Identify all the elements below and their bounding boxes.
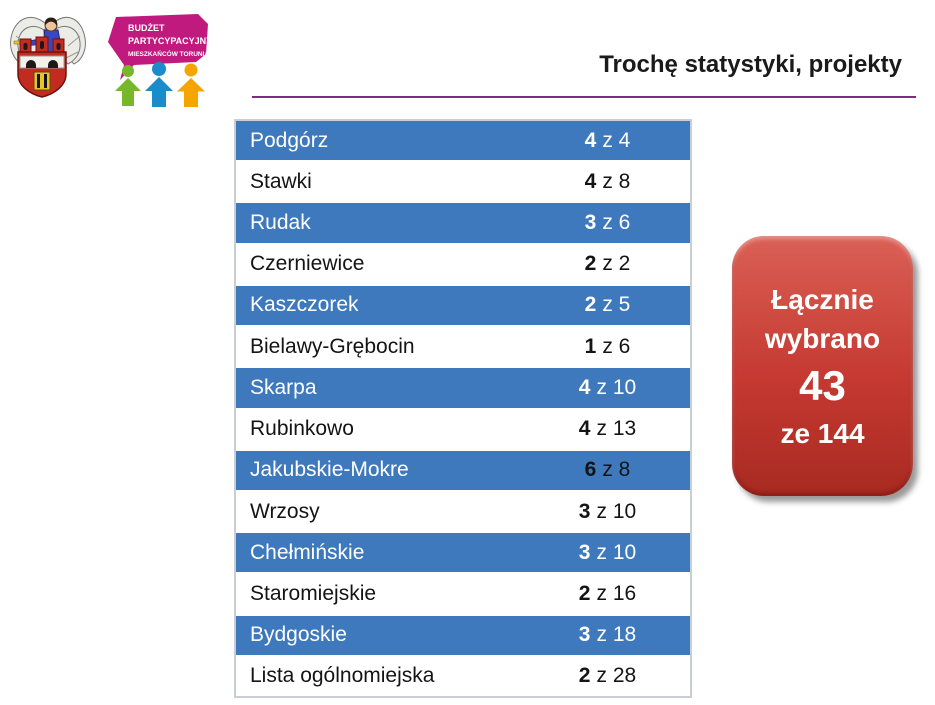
selected-count: 4 bbox=[578, 375, 591, 399]
selected-count: 6 bbox=[584, 458, 597, 482]
total-count: z 10 bbox=[596, 499, 637, 523]
total-count: z 16 bbox=[596, 582, 637, 606]
table-row: Lista ogólnomiejska 2 z 28 bbox=[236, 656, 690, 697]
table-row: Wrzosy 3 z 10 bbox=[236, 491, 690, 534]
total-count: z 8 bbox=[602, 169, 631, 193]
selected-count: 3 bbox=[584, 211, 597, 235]
district-name: Wrzosy bbox=[250, 499, 320, 523]
total-count: z 10 bbox=[596, 375, 637, 399]
total-count: z 10 bbox=[596, 540, 637, 564]
selected-count: 3 bbox=[578, 623, 591, 647]
district-name: Rudak bbox=[250, 211, 311, 235]
table-row: Czerniewice 2 z 2 bbox=[236, 244, 690, 286]
selected-count: 4 bbox=[584, 169, 597, 193]
total-count: z 6 bbox=[602, 334, 631, 358]
table-row: Chełmińskie 3 z 10 bbox=[236, 533, 690, 575]
total-count: z 4 bbox=[602, 128, 631, 152]
selected-count: 2 bbox=[584, 252, 597, 276]
district-name: Chełmińskie bbox=[250, 540, 365, 564]
person-green-icon bbox=[115, 65, 141, 106]
badge-line-1: Łącznie bbox=[771, 283, 874, 315]
total-count: z 8 bbox=[602, 458, 631, 482]
logo-line-3: MIESZKAŃCÓW TORUNIA bbox=[128, 49, 209, 58]
summary-badge: Łącznie wybrano 43 ze 144 bbox=[732, 236, 913, 496]
total-count: z 13 bbox=[596, 417, 637, 441]
person-blue-icon bbox=[145, 62, 173, 107]
table-row: Rubinkowo 4 z 13 bbox=[236, 409, 690, 451]
total-count: z 2 bbox=[602, 252, 631, 276]
table-row: Podgórz 4 z 4 bbox=[236, 121, 690, 163]
logo-line-1: BUDŻET bbox=[128, 23, 165, 33]
district-name: Stawki bbox=[250, 169, 312, 193]
selected-count: 2 bbox=[578, 582, 591, 606]
selected-count: 3 bbox=[578, 499, 591, 523]
total-count: z 6 bbox=[602, 211, 631, 235]
table-row: Stawki 4 z 8 bbox=[236, 162, 690, 204]
district-name: Bydgoskie bbox=[250, 623, 347, 647]
participatory-budget-logo: BUDŻET PARTYCYPACYJNY MIESZKAŃCÓW TORUNI… bbox=[108, 14, 212, 107]
district-name: Podgórz bbox=[250, 128, 329, 152]
selected-count: 2 bbox=[584, 293, 597, 317]
selected-count: 4 bbox=[584, 128, 597, 152]
badge-line-2: wybrano bbox=[764, 322, 881, 354]
district-name: Czerniewice bbox=[250, 252, 365, 276]
table-row: Jakubskie-Mokre 6 z 8 bbox=[236, 450, 690, 492]
speech-bubble-icon bbox=[108, 14, 208, 80]
district-name: Jakubskie-Mokre bbox=[250, 458, 409, 482]
table-row: Skarpa 4 z 10 bbox=[236, 368, 690, 410]
page-title: Trochę statystyki, projekty bbox=[599, 51, 902, 78]
table-row: Rudak 3 z 6 bbox=[236, 203, 690, 245]
person-orange-icon bbox=[177, 63, 205, 107]
logo-line-2: PARTYCYPACYJNY bbox=[128, 36, 212, 46]
selected-count: 2 bbox=[578, 664, 591, 688]
selected-count: 4 bbox=[578, 417, 591, 441]
district-name: Lista ogólnomiejska bbox=[250, 664, 435, 688]
district-name: Skarpa bbox=[250, 375, 317, 399]
district-name: Bielawy-Grębocin bbox=[250, 334, 415, 358]
title-underline bbox=[252, 96, 916, 98]
district-name: Kaszczorek bbox=[250, 293, 359, 317]
total-count: z 28 bbox=[596, 664, 637, 688]
badge-line-3: ze 144 bbox=[780, 417, 865, 449]
districts-table: Podgórz 4 z 4 Stawki 4 z 8 Rudak 3 z 6 Czerniewic… bbox=[234, 119, 692, 698]
table-row: Staromiejskie 2 z 16 bbox=[236, 574, 690, 616]
district-name: Staromiejskie bbox=[250, 582, 377, 606]
torun-coat-of-arms-icon bbox=[10, 17, 86, 98]
table-row: Bydgoskie 3 z 18 bbox=[236, 615, 690, 657]
total-count: z 18 bbox=[596, 623, 637, 647]
total-count: z 5 bbox=[602, 293, 631, 317]
table-row: Bielawy-Grębocin 1 z 6 bbox=[236, 327, 690, 369]
selected-count: 3 bbox=[578, 540, 591, 564]
district-name: Rubinkowo bbox=[250, 417, 354, 441]
selected-count: 1 bbox=[584, 334, 597, 358]
table-row: Kaszczorek 2 z 5 bbox=[236, 285, 690, 328]
badge-total-number: 43 bbox=[799, 361, 846, 409]
